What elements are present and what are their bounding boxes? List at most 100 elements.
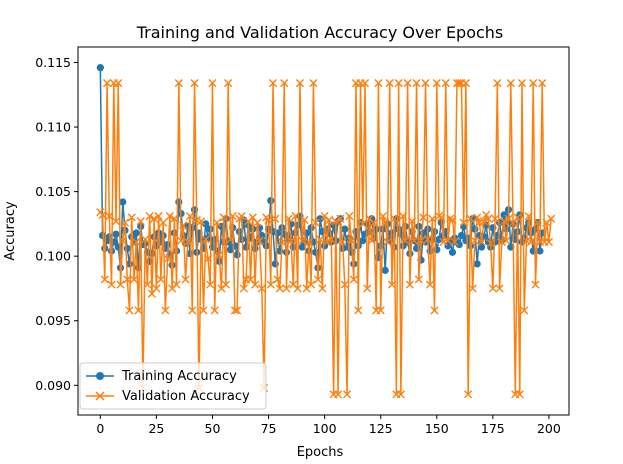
validation-accuracy-point (423, 235, 432, 244)
validation-accuracy-point (284, 214, 293, 223)
validation-accuracy-point (437, 213, 446, 222)
validation-accuracy-point (479, 217, 488, 226)
training-accuracy-point (186, 249, 194, 258)
training-accuracy-point (298, 243, 306, 251)
x-axis-label: Epochs (297, 445, 344, 460)
legend-validation-label: Validation Accuracy (122, 389, 250, 404)
training-accuracy-point (202, 220, 210, 228)
chart-title: Training and Validation Accuracy Over Ep… (136, 23, 504, 42)
training-accuracy-point (381, 266, 389, 274)
training-accuracy-point (374, 253, 383, 262)
training-accuracy-point (359, 237, 367, 245)
validation-accuracy-point (493, 79, 502, 88)
plot-frame (77, 46, 570, 416)
validation-accuracy-point (116, 280, 125, 289)
training-accuracy-point (471, 225, 479, 233)
validation-accuracy-point (369, 218, 379, 227)
validation-accuracy-point (253, 218, 262, 227)
training-accuracy-point (433, 246, 441, 254)
validation-accuracy-point (123, 275, 132, 284)
validation-accuracy-point (443, 236, 453, 245)
validation-accuracy-point (538, 79, 547, 88)
validation-accuracy-point (120, 218, 130, 227)
validation-accuracy-point (185, 212, 195, 221)
training-accuracy-point (271, 260, 279, 268)
x-tick-label: 175 (481, 421, 505, 436)
y-tick-label: 0.095 (35, 313, 71, 328)
training-accuracy-point (341, 225, 349, 233)
training-accuracy-point (448, 248, 457, 256)
training-accuracy-point (455, 240, 463, 249)
validation-accuracy-point (188, 306, 197, 315)
training-accuracy-point (267, 197, 275, 205)
validation-accuracy-point (524, 212, 533, 221)
validation-accuracy-point (441, 79, 450, 88)
validation-accuracy-point (190, 79, 199, 88)
validation-accuracy-point (201, 235, 210, 244)
y-axis: 0.090 0.095 0.100 0.105 0.110 0.115 (35, 55, 78, 393)
validation-accuracy-point (154, 212, 163, 221)
validation-accuracy-point (102, 79, 112, 88)
x-tick-label: 50 (205, 421, 221, 436)
y-axis-label: Accuracy (3, 201, 18, 261)
validation-accuracy-point (416, 236, 426, 245)
validation-accuracy-point (544, 237, 554, 247)
validation-accuracy-point (466, 214, 475, 223)
x-tick-label: 25 (148, 421, 164, 436)
validation-accuracy-point (412, 79, 421, 88)
validation-accuracy-point (515, 390, 524, 399)
validation-accuracy-point (257, 284, 266, 293)
validation-accuracy-point (526, 237, 536, 247)
training-accuracy-point (123, 244, 131, 253)
training-accuracy-point (233, 251, 241, 259)
validation-accuracy-point (298, 236, 307, 245)
validation-accuracy-point (266, 280, 275, 289)
training-accuracy-point (457, 231, 466, 240)
validation-accuracy-point (520, 306, 529, 315)
training-accuracy-point (312, 248, 320, 256)
training-accuracy-point (258, 231, 266, 240)
validation-accuracy-point (325, 215, 334, 225)
validation-accuracy-point (159, 218, 168, 227)
x-tick-label: 0 (96, 421, 104, 436)
series-layer (96, 64, 556, 399)
validation-accuracy-point (203, 254, 213, 263)
validation-accuracy-point (239, 284, 248, 293)
validation-accuracy-point (311, 218, 320, 227)
validation-accuracy-point (531, 280, 540, 289)
validation-accuracy-point (450, 237, 459, 247)
validation-accuracy-point (322, 237, 331, 247)
legend: Training Accuracy Validation Accuracy (79, 362, 267, 410)
validation-accuracy-point (327, 235, 336, 244)
validation-accuracy-point (432, 79, 441, 88)
y-tick-label: 0.090 (35, 378, 71, 393)
validation-accuracy-point (399, 212, 408, 221)
validation-accuracy-point (513, 213, 522, 222)
y-tick-label: 0.115 (35, 55, 71, 70)
validation-accuracy-point (295, 79, 305, 88)
validation-accuracy-point (313, 275, 322, 284)
validation-accuracy-point (482, 210, 491, 219)
validation-accuracy-point (275, 284, 284, 293)
validation-accuracy-point (367, 236, 376, 245)
training-accuracy-point (231, 242, 239, 250)
validation-accuracy-point (333, 390, 343, 399)
validation-accuracy-point (114, 79, 123, 88)
validation-accuracy-point (271, 214, 280, 223)
validation-accuracy-point (156, 275, 165, 284)
validation-accuracy-point (547, 214, 556, 223)
validation-accuracy-point (152, 284, 161, 293)
validation-accuracy-point (224, 79, 233, 88)
training-accuracy-point (536, 247, 544, 255)
training-accuracy-point (96, 64, 104, 72)
validation-accuracy-point (286, 236, 296, 245)
training-accuracy-point (175, 198, 183, 206)
validation-accuracy-point (282, 284, 291, 293)
validation-accuracy-point (414, 275, 423, 284)
validation-accuracy-point (401, 236, 410, 245)
validation-accuracy-point (181, 275, 190, 284)
validation-accuracy-point (529, 79, 538, 88)
training-accuracy-point (132, 229, 140, 237)
validation-accuracy-point (488, 284, 497, 293)
validation-accuracy-point (428, 214, 437, 223)
